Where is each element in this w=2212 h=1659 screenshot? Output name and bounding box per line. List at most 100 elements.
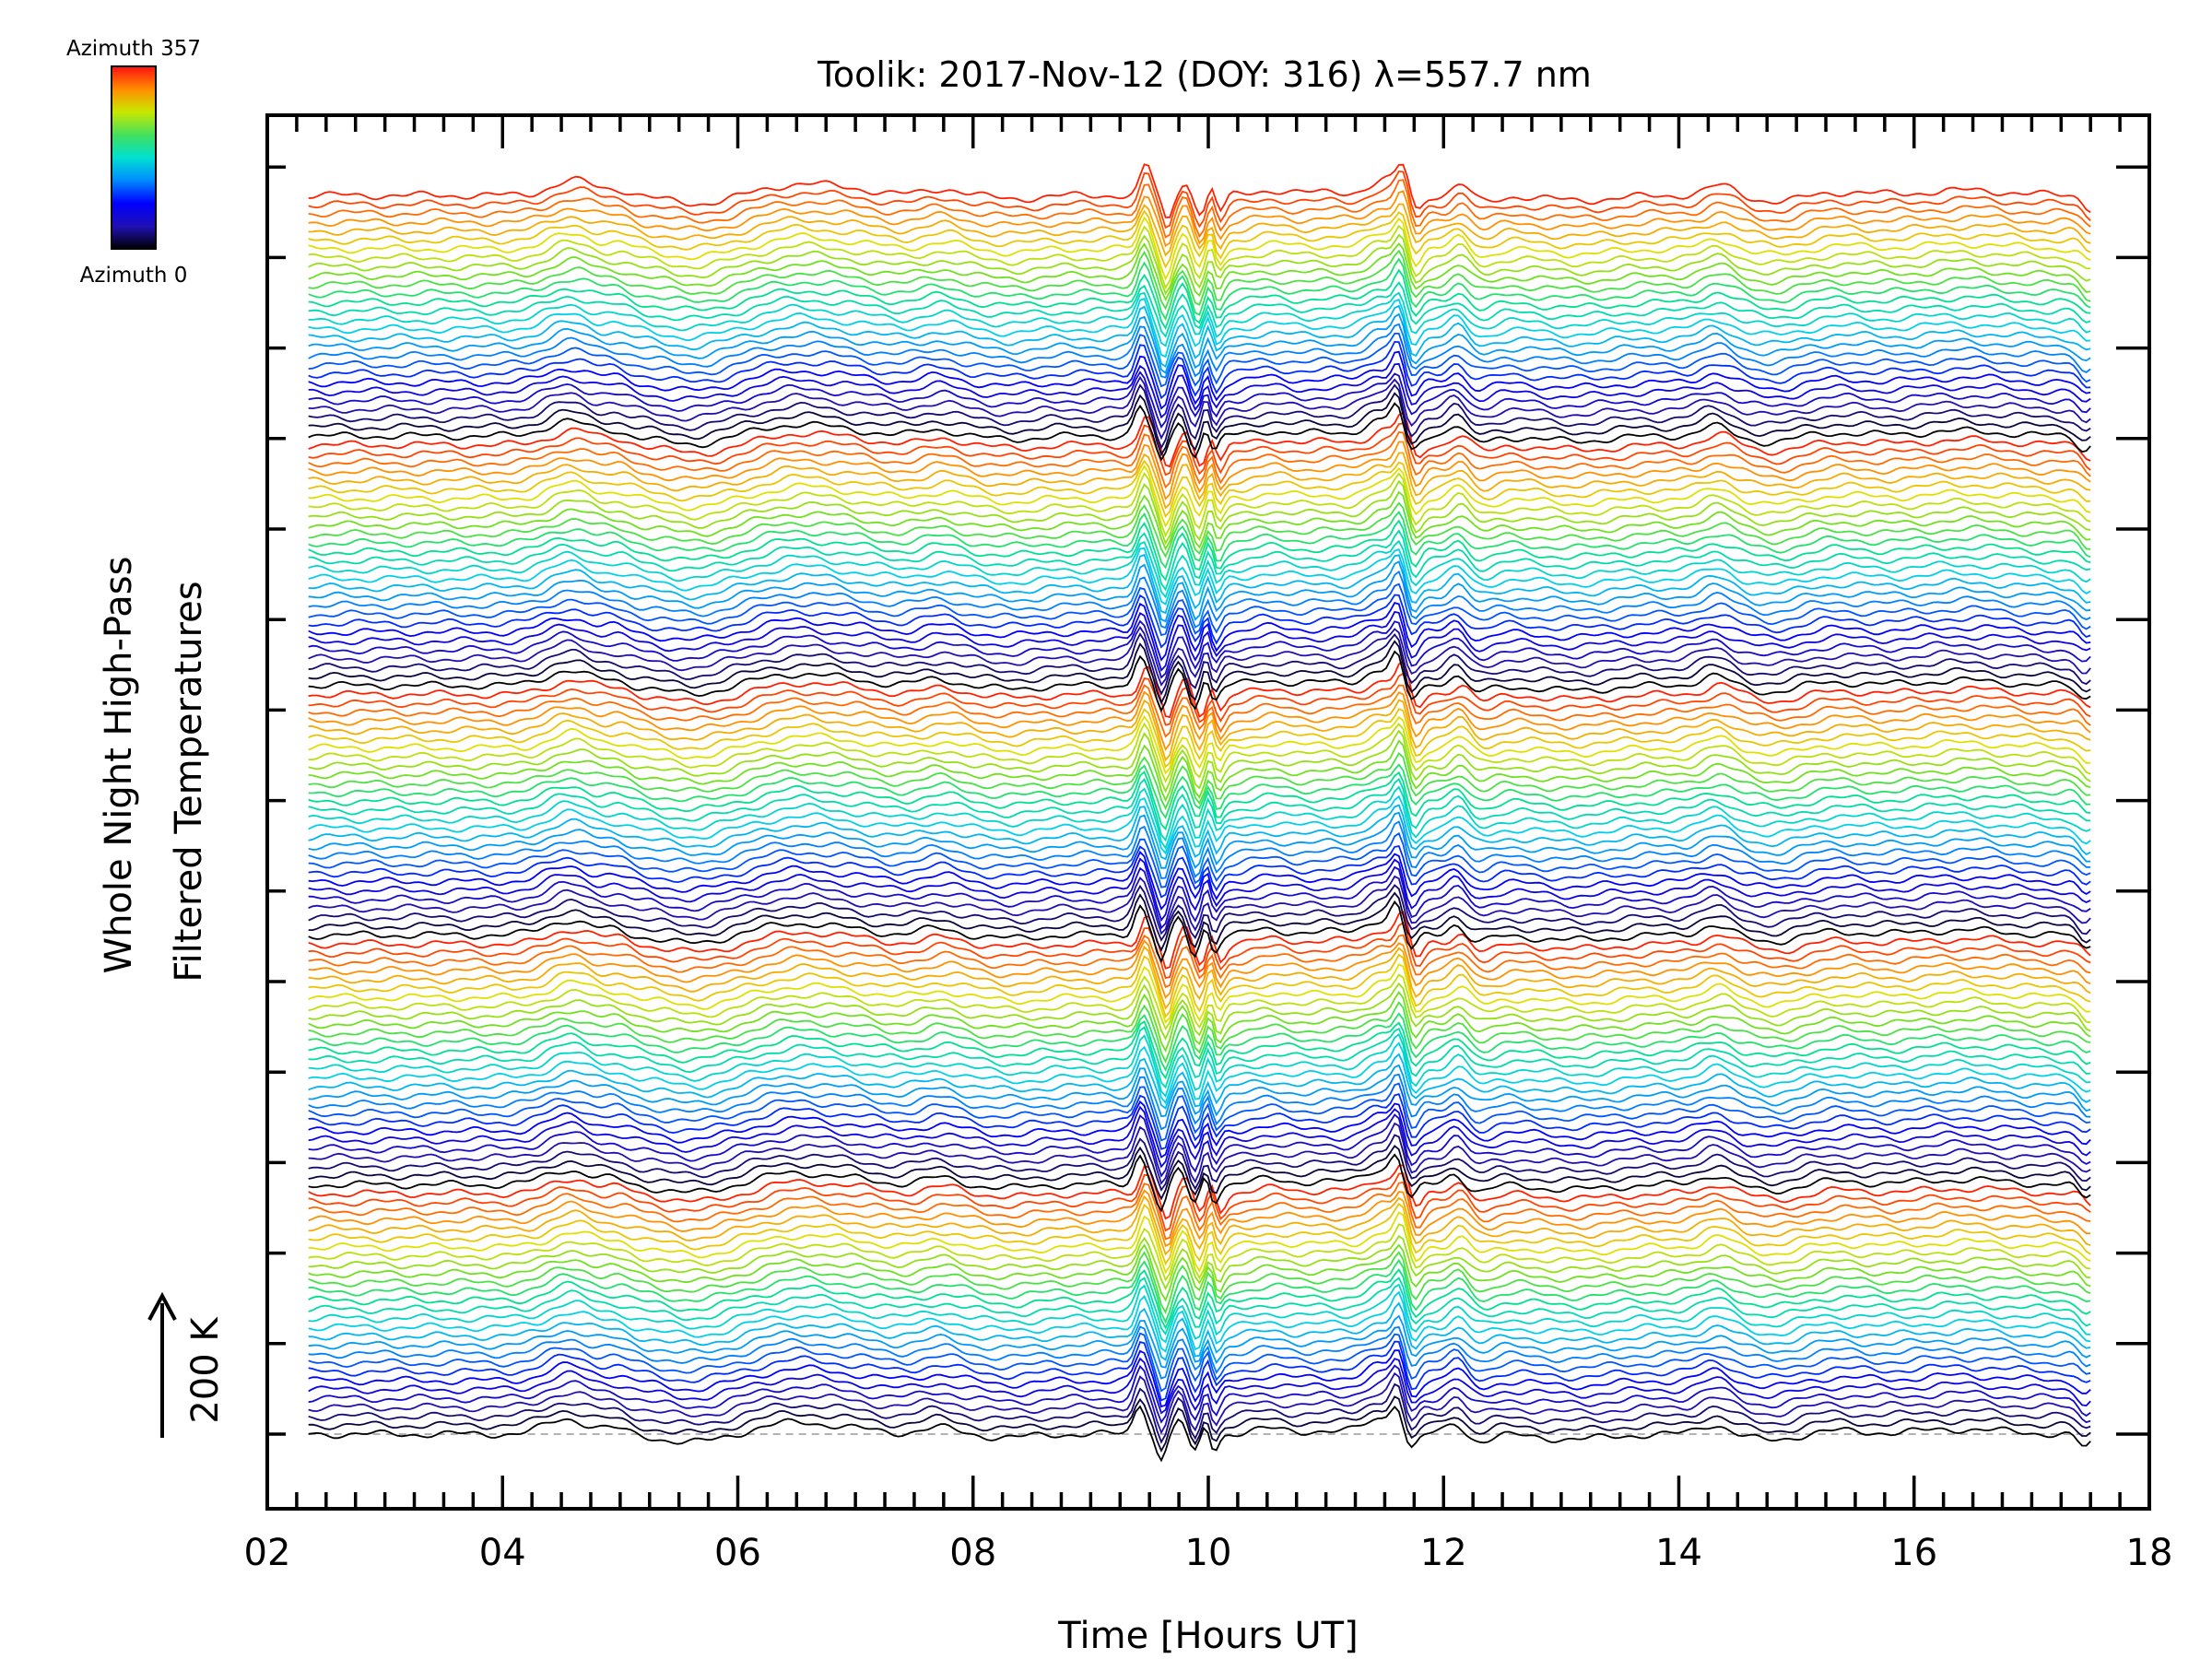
series-line — [308, 570, 2091, 629]
series-line — [308, 582, 2091, 637]
series-line — [308, 973, 2091, 1031]
series-line — [308, 982, 2091, 1041]
series-line — [308, 844, 2091, 899]
series-line — [308, 459, 2091, 518]
series-line — [308, 1053, 2091, 1110]
series-line — [308, 333, 2091, 388]
series-line — [308, 934, 2091, 989]
series-line — [308, 163, 2091, 218]
series-line — [308, 875, 2091, 935]
series-line — [308, 501, 2091, 559]
y-axis-label-line1: Whole Night High-Pass — [98, 557, 140, 974]
colorbar — [111, 65, 157, 250]
series-line — [308, 1064, 2091, 1117]
series-line — [308, 715, 2091, 775]
series-line — [308, 1243, 2091, 1302]
series-line — [308, 1340, 2091, 1402]
series-group — [308, 163, 2091, 1463]
series-line — [308, 699, 2091, 762]
series-line — [308, 1325, 2091, 1380]
x-tick-label: 18 — [2126, 1532, 2173, 1574]
series-line — [308, 490, 2091, 551]
series-line — [308, 771, 2091, 831]
x-axis-ticks — [265, 115, 2151, 1509]
series-line — [308, 1395, 2091, 1453]
series-line — [308, 1382, 2091, 1444]
series-line — [308, 1258, 2091, 1324]
series-line — [308, 1357, 2091, 1415]
y-axis-label-line2: Filtered Temperatures — [168, 581, 210, 982]
colorbar-bottom-label: Azimuth 0 — [80, 264, 188, 288]
series-line — [308, 362, 2091, 419]
series-line — [308, 1082, 2091, 1142]
series-line — [308, 911, 2091, 970]
series-line — [308, 739, 2091, 803]
series-line — [308, 249, 2091, 311]
series-line — [308, 441, 2091, 500]
series-line — [308, 865, 2091, 930]
series-line — [308, 945, 2091, 1010]
series-line — [308, 350, 2091, 410]
series-line — [308, 1093, 2091, 1150]
series-line — [308, 939, 2091, 999]
series-line — [308, 884, 2091, 942]
series-line — [308, 619, 2091, 679]
series-line — [308, 650, 2091, 712]
x-tick-label: 02 — [244, 1532, 291, 1574]
series-line — [308, 233, 2091, 296]
x-tick-label: 10 — [1185, 1532, 1232, 1574]
series-line — [308, 553, 2091, 615]
series-line — [308, 610, 2091, 672]
series-line — [308, 794, 2091, 855]
series-line — [308, 1189, 2091, 1248]
series-line — [308, 1332, 2091, 1393]
series-line — [308, 312, 2091, 374]
series-line — [308, 626, 2091, 687]
scale-bar-arrowhead — [147, 1291, 177, 1321]
series-line — [308, 659, 2091, 719]
series-line — [308, 216, 2091, 281]
series-line — [308, 1172, 2091, 1232]
x-tick-label: 06 — [714, 1532, 761, 1574]
series-line — [308, 511, 2091, 570]
series-line — [308, 281, 2091, 338]
series-line — [308, 257, 2091, 321]
series-line — [308, 831, 2091, 888]
series-line — [308, 1026, 2091, 1089]
series-line — [308, 383, 2091, 450]
series-line — [308, 402, 2091, 462]
series-line — [308, 268, 2091, 331]
series-line — [308, 375, 2091, 441]
series-line — [308, 785, 2091, 850]
series-line — [308, 602, 2091, 662]
series-line — [308, 1041, 2091, 1105]
series-line — [308, 224, 2091, 290]
colorbar-top-label: Azimuth 357 — [66, 37, 201, 61]
series-line — [308, 729, 2091, 794]
series-line — [308, 1364, 2091, 1424]
series-line — [308, 340, 2091, 400]
series-line — [308, 900, 2091, 964]
series-line — [308, 547, 2091, 606]
series-line — [308, 422, 2091, 477]
series-line — [308, 479, 2091, 546]
x-axis-tick-labels: 02 04 06 08 10 12 14 16 18 — [244, 1532, 2173, 1574]
series-line — [308, 1001, 2091, 1064]
series-line — [308, 804, 2091, 861]
series-line — [308, 1020, 2091, 1080]
series-line — [308, 297, 2091, 359]
series-line — [308, 1202, 2091, 1266]
scale-bar-label: 200 K — [184, 1316, 227, 1424]
series-line — [308, 1211, 2091, 1275]
series-line — [308, 1234, 2091, 1291]
series-line — [308, 594, 2091, 649]
series-line — [308, 1100, 2091, 1159]
series-line — [308, 1268, 2091, 1330]
x-tick-label: 08 — [949, 1532, 996, 1574]
series-line — [308, 431, 2091, 489]
series-line — [308, 991, 2091, 1053]
series-line — [308, 1349, 2091, 1408]
series-line — [308, 371, 2091, 429]
series-line — [308, 1194, 2091, 1256]
series-line — [308, 1223, 2091, 1282]
